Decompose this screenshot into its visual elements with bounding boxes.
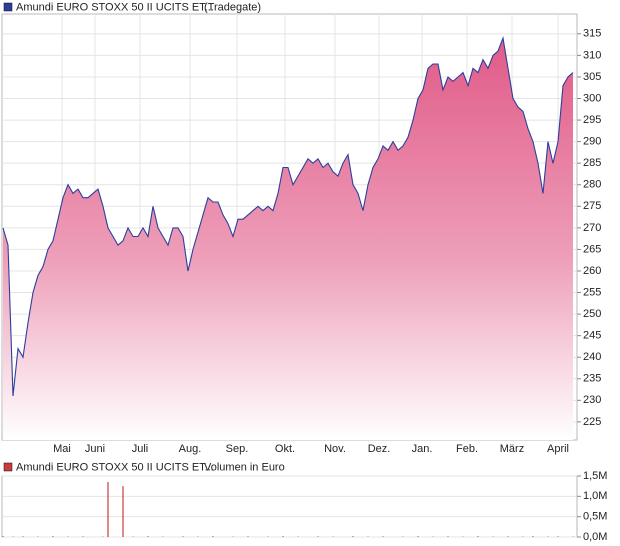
y-tick-label: 300 bbox=[583, 92, 601, 104]
volume-bar bbox=[247, 536, 249, 537]
x-tick-label: Sep. bbox=[226, 443, 249, 455]
x-tick-label: Mai bbox=[53, 443, 71, 455]
x-tick-label: Jan. bbox=[412, 443, 433, 455]
legend-swatch bbox=[3, 2, 13, 12]
y-tick-label: 265 bbox=[583, 243, 601, 255]
volume-bar bbox=[477, 536, 479, 537]
y-tick-label: 280 bbox=[583, 179, 601, 191]
x-tick-label: März bbox=[500, 443, 524, 455]
y-tick-label: 0,0M bbox=[583, 531, 607, 543]
y-tick-label: 225 bbox=[583, 416, 601, 428]
volume-bar bbox=[282, 536, 284, 537]
y-tick-label: 250 bbox=[583, 308, 601, 320]
volume-bar bbox=[317, 536, 319, 537]
legend-label: Amundi EURO STOXX 50 II UCITS ET... bbox=[16, 1, 214, 13]
legend-label: Amundi EURO STOXX 50 II UCITS ET... bbox=[16, 461, 214, 473]
y-tick-label: 275 bbox=[583, 200, 601, 212]
exchange-label: (Tradegate) bbox=[204, 1, 261, 13]
volume-bar bbox=[147, 536, 149, 537]
volume-bar bbox=[507, 536, 509, 537]
x-tick-label: Aug. bbox=[179, 443, 202, 455]
y-tick-label: 1,0M bbox=[583, 490, 607, 502]
y-tick-label: 260 bbox=[583, 265, 601, 277]
y-tick-label: 305 bbox=[583, 71, 601, 83]
volume-bar bbox=[52, 536, 54, 537]
volume-bar bbox=[382, 536, 384, 537]
y-tick-label: 310 bbox=[583, 49, 601, 61]
y-tick-label: 270 bbox=[583, 222, 601, 234]
volume-bar bbox=[532, 536, 534, 537]
volume-bar bbox=[22, 536, 24, 537]
price-line bbox=[2, 36, 574, 397]
volume-bar bbox=[557, 536, 559, 537]
plot-frame bbox=[1, 475, 578, 538]
y-tick-label: 1,5M bbox=[583, 470, 607, 482]
y-tick-label: 315 bbox=[583, 28, 601, 40]
volume-bar bbox=[2, 536, 4, 537]
x-tick-label: Juni bbox=[85, 443, 105, 455]
x-tick-label: Dez. bbox=[368, 443, 391, 455]
y-tick-label: 245 bbox=[583, 330, 601, 342]
y-tick-label: 290 bbox=[583, 136, 601, 148]
y-tick-label: 230 bbox=[583, 394, 601, 406]
x-tick-label: Feb. bbox=[456, 443, 478, 455]
y-tick-label: 255 bbox=[583, 286, 601, 298]
volume-bar bbox=[212, 536, 214, 537]
y-tick-label: 240 bbox=[583, 351, 601, 363]
legend-swatch bbox=[3, 462, 13, 472]
volume-bar bbox=[182, 536, 184, 537]
volume-bar bbox=[352, 536, 354, 537]
x-tick-label: Juli bbox=[132, 443, 149, 455]
volume-bar bbox=[447, 536, 449, 537]
x-tick-label: Nov. bbox=[324, 443, 346, 455]
area-fill bbox=[3, 38, 573, 440]
y-tick-label: 285 bbox=[583, 157, 601, 169]
y-tick-label: 295 bbox=[583, 114, 601, 126]
volume-bar bbox=[107, 482, 109, 537]
x-tick-label: Okt. bbox=[275, 443, 295, 455]
volume-bar bbox=[82, 536, 84, 537]
volume-bar bbox=[417, 536, 419, 537]
volume-bar bbox=[122, 486, 124, 537]
y-tick-label: 235 bbox=[583, 373, 601, 385]
y-tick-label: 0,5M bbox=[583, 511, 607, 523]
x-tick-label: April bbox=[547, 443, 569, 455]
volume-label: Volumen in Euro bbox=[204, 461, 285, 473]
